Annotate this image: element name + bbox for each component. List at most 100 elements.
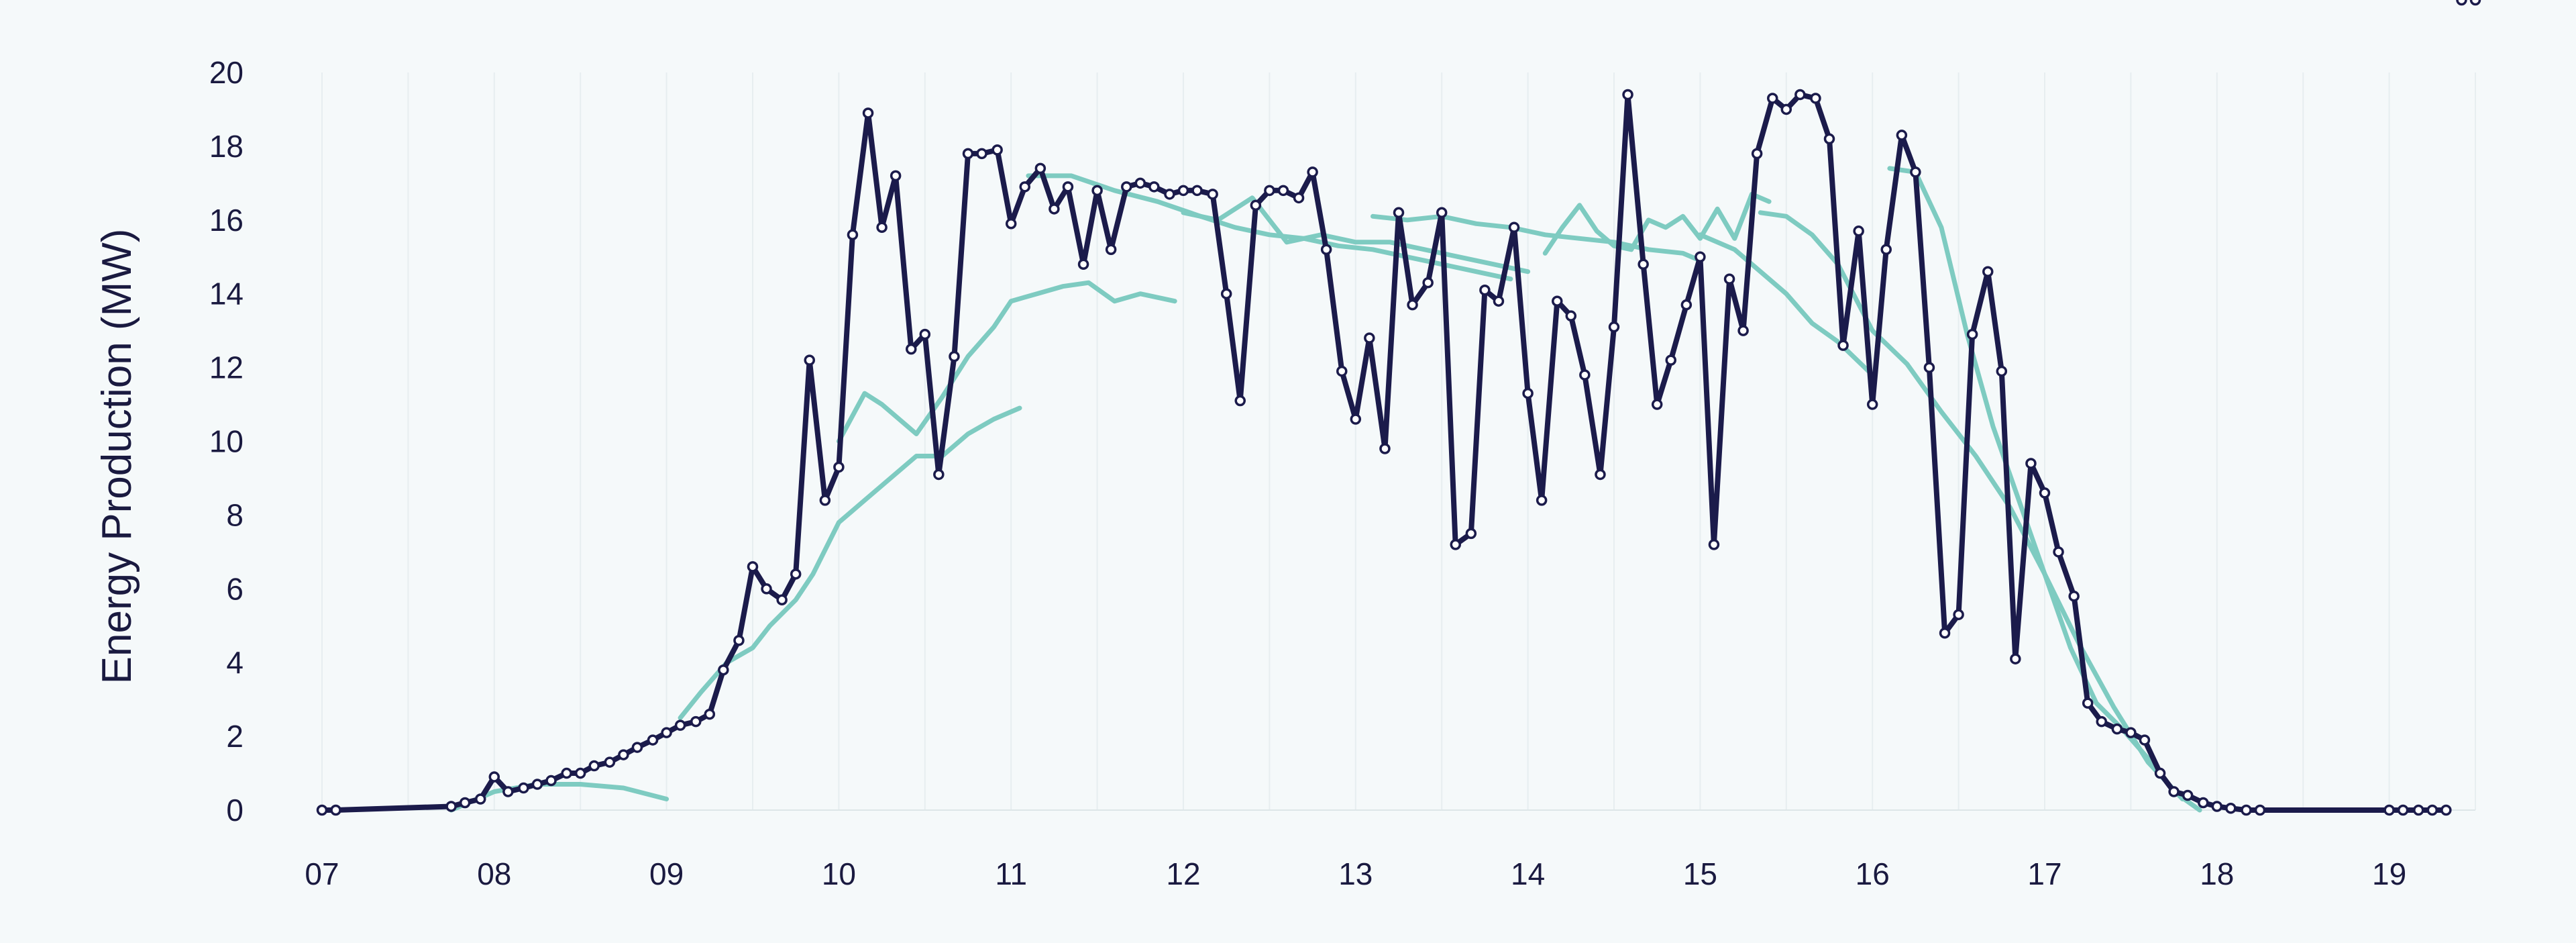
actual-data-point — [1966, 328, 1978, 340]
actual-data-point — [1077, 258, 1089, 270]
actual-data-point — [545, 775, 557, 787]
forecast-line — [1026, 173, 1513, 282]
actual-data-point — [531, 779, 543, 790]
forecast-line — [1887, 166, 2202, 813]
actual-data-point — [1522, 387, 1534, 399]
y-tick-label: 0 — [226, 793, 244, 828]
actual-data-point — [647, 734, 659, 746]
actual-data-point — [2198, 797, 2209, 809]
actual-data-point — [2456, 0, 2467, 6]
actual-data-point — [1307, 166, 1318, 178]
y-tick-label: 10 — [209, 424, 244, 459]
actual-data-point — [1493, 295, 1505, 307]
actual-data-point — [949, 350, 960, 362]
actual-data-point — [2413, 804, 2424, 816]
grid — [321, 72, 2476, 811]
actual-data-point — [1164, 189, 1175, 200]
actual-data-point — [933, 468, 945, 481]
actual-data-point — [1105, 244, 1117, 256]
actual-data-point — [1250, 199, 1262, 211]
actual-data-point — [1982, 266, 1994, 277]
actual-data-point — [1407, 299, 1418, 311]
y-tick-label: 18 — [209, 129, 244, 164]
actual-data-point — [1708, 539, 1720, 550]
y-tick-label: 14 — [209, 277, 244, 311]
x-tick-label: 13 — [1338, 856, 1373, 891]
actual-data-point — [1277, 185, 1289, 197]
actual-data-point — [1866, 399, 1878, 410]
actual-data-point — [330, 804, 341, 816]
actual-data-point — [631, 742, 643, 753]
actual-data-point — [1751, 148, 1763, 160]
x-tick-label: 17 — [2027, 856, 2061, 891]
actual-data-point — [1091, 185, 1103, 197]
actual-data-point — [776, 594, 788, 606]
actual-data-point — [1350, 413, 1362, 425]
actual-data-point — [1177, 185, 1189, 197]
actual-data-point — [2154, 767, 2166, 779]
actual-data-point — [1837, 340, 1849, 351]
actual-data-point — [2426, 804, 2438, 816]
actual-data-point — [2111, 723, 2123, 735]
actual-data-point — [1622, 89, 1633, 101]
actual-data-point — [1264, 185, 1275, 197]
actual-data-point — [574, 767, 586, 779]
actual-data-point — [790, 568, 802, 580]
x-tick-label: 18 — [2200, 856, 2234, 891]
actual-data-point — [962, 148, 974, 160]
actual-data-point — [2469, 0, 2481, 6]
actual-data-point — [1794, 89, 1806, 101]
actual-data-point — [2139, 734, 2151, 746]
x-tick-label: 14 — [1511, 856, 1545, 891]
actual-data-point — [2182, 789, 2194, 801]
y-tick-label: 20 — [209, 55, 244, 90]
actual-data-point — [1508, 221, 1520, 234]
actual-data-point — [1465, 528, 1477, 540]
actual-data-point — [1019, 181, 1030, 193]
actual-data-point — [1608, 321, 1620, 333]
actual-data-point — [2025, 458, 2037, 469]
x-tick-label: 15 — [1683, 856, 1717, 891]
actual-data-point — [761, 583, 772, 595]
actual-data-point — [804, 354, 815, 366]
actual-data-point — [847, 229, 859, 241]
forecast-line — [1371, 213, 1703, 263]
x-tick-label: 11 — [995, 856, 1027, 891]
actual-data-point — [976, 148, 987, 160]
actual-data-point — [316, 804, 328, 816]
actual-data-point — [1780, 103, 1792, 115]
actual-data-point — [1723, 273, 1735, 285]
actual-data-point — [2397, 804, 2409, 816]
actual-data-point — [2053, 546, 2064, 558]
actual-data-point — [1479, 284, 1491, 296]
actual-data-point — [1665, 354, 1676, 366]
actual-data-point — [2125, 727, 2137, 738]
forecast-line — [836, 280, 1177, 444]
actual-data-point — [2254, 804, 2266, 816]
actual-data-point — [2168, 786, 2180, 797]
forecast-line — [1697, 232, 1875, 378]
actual-data-point — [1034, 162, 1046, 175]
actual-data-point — [1579, 369, 1591, 381]
x-tick-label: 16 — [1856, 856, 1890, 891]
actual-data-point — [1121, 181, 1132, 193]
actual-data-point — [604, 756, 616, 768]
actual-data-point — [1595, 468, 1606, 481]
actual-data-point — [459, 797, 471, 809]
actual-data-point — [819, 495, 831, 506]
actual-data-point — [1823, 133, 1835, 145]
actual-data-point — [2096, 715, 2107, 728]
actual-data-point — [1810, 93, 1821, 104]
actual-data-point — [1220, 288, 1232, 299]
x-tick-label: 12 — [1166, 856, 1200, 891]
actual-data-point — [906, 343, 917, 355]
x-axis-ticks: 07 08 09 10 11 12 13 14 15 16 17 18 19 — [305, 856, 2406, 891]
actual-data-point — [502, 786, 514, 797]
forecast-line — [449, 782, 669, 813]
actual-data-point — [1062, 181, 1074, 193]
actual-data-point — [445, 801, 457, 812]
actual-data-point — [518, 782, 529, 794]
x-tick-label: 10 — [822, 856, 856, 891]
actual-data-point — [1436, 207, 1448, 219]
